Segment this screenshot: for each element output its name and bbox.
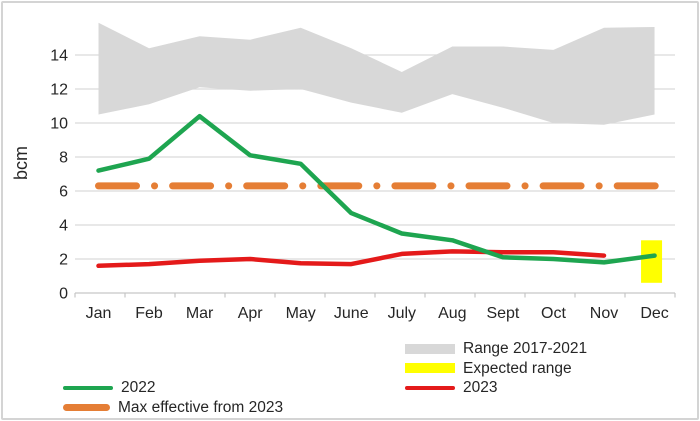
legend-label-2022: 2022	[121, 379, 156, 396]
month-label: Nov	[590, 305, 618, 322]
legend-left: 2022 Max effective from 2023	[63, 378, 283, 417]
month-label: Apr	[238, 305, 264, 322]
month-label: Aug	[438, 305, 466, 322]
legend-item-2023: 2023	[405, 378, 587, 398]
series-2022-swatch	[63, 385, 113, 390]
month-label: Dec	[640, 305, 668, 322]
y-tick-label: 10	[50, 116, 68, 133]
y-tick-label: 4	[59, 218, 68, 235]
legend-label-expected-range: Expected range	[463, 359, 572, 377]
expected-range-swatch	[405, 363, 455, 374]
month-label: Jan	[86, 305, 112, 322]
series-2022-line	[96, 113, 657, 265]
month-label: Oct	[541, 305, 566, 322]
legend-item-expected-range: Expected range	[405, 359, 587, 379]
legend-label-2023: 2023	[463, 379, 498, 396]
y-tick-label: 8	[59, 150, 68, 167]
month-label: Mar	[186, 305, 214, 322]
series-2023-swatch	[405, 385, 455, 390]
y-tick-label: 0	[59, 286, 68, 303]
y-tick-label: 2	[59, 252, 68, 269]
expected-range-box	[641, 240, 663, 283]
legend-label-max-effective: Max effective from 2023	[118, 398, 284, 416]
month-label: May	[286, 305, 316, 322]
month-label: June	[334, 305, 369, 322]
legend-right: Range 2017-2021 Expected range 2023	[405, 339, 587, 398]
month-label: July	[388, 305, 416, 322]
month-label: Sept	[486, 305, 519, 322]
range-band	[98, 22, 655, 125]
legend-item-range: Range 2017-2021	[405, 339, 587, 359]
max-effective-swatch	[63, 403, 110, 411]
series-2023-line	[96, 249, 607, 269]
range-2017-2021-swatch	[405, 343, 455, 354]
month-label: Feb	[135, 305, 163, 322]
y-axis-title: bcm	[11, 146, 31, 180]
legend-item-2022: 2022	[63, 378, 283, 398]
legend-label-range: Range 2017-2021	[463, 340, 588, 357]
legend-item-max-effective: Max effective from 2023	[63, 398, 283, 418]
y-tick-label: 6	[59, 184, 68, 201]
y-tick-label: 14	[50, 48, 68, 65]
y-tick-label: 12	[50, 82, 68, 99]
